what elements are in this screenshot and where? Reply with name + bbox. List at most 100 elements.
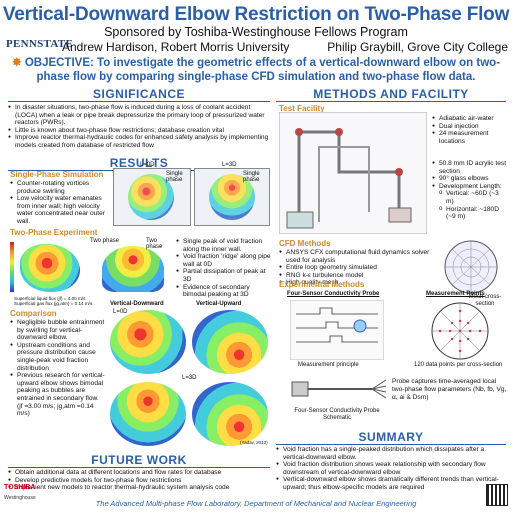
cfd-list: ANSYS CFX computational fluid dynamics s… (279, 249, 439, 287)
plot-tag: Two phase (90, 238, 120, 244)
footer-text: The Advanced Multi-phase Flow Laboratory… (95, 499, 417, 508)
elbow-marker (335, 128, 343, 136)
probe-title: Four-Sensor Conductivity Probe (287, 291, 380, 297)
list-item: Develop predictive models for two-phase … (8, 477, 270, 485)
two-phase-list: Single peak of void fraction along the i… (176, 238, 272, 299)
pennstate-logo-text: PENNSTATE (6, 38, 74, 50)
label-l3: L=3D (182, 375, 197, 381)
list-item: Previous research for vertical-upward el… (10, 372, 106, 418)
pipe-list: 50.8 mm ID acrylic test section 90° glas… (432, 160, 508, 221)
future-work-section: FUTURE WORK Obtain additional data at di… (8, 453, 270, 492)
list-item: In disaster situations, two-phase flow i… (8, 104, 270, 127)
poster-title: Vertical-Downward Elbow Restriction on T… (2, 4, 510, 25)
plot-tag: Two phase (146, 238, 163, 250)
label-vertical-upward: Vertical-Upward (196, 301, 242, 307)
velocity-contour (209, 174, 255, 220)
elbow-marker (295, 128, 303, 136)
probe-holder (291, 381, 309, 397)
void-contour-up-l0 (192, 310, 268, 374)
list-item: Dual injection (432, 123, 508, 131)
results-heading: RESULTS (109, 156, 169, 170)
facility-list: Adiabatic air-water Dual injection 24 me… (432, 115, 508, 145)
probe-schematic (291, 379, 387, 399)
significance-section: SIGNIFICANCE In disaster situations, two… (8, 87, 270, 150)
list-item: Obtain additional data at different loca… (8, 469, 270, 477)
westinghouse-logo: Westinghouse (4, 495, 36, 501)
list-item: Void fraction 'ridge' along pipe wall at… (176, 253, 272, 268)
experimental-methods-title: Experimental Methods (279, 280, 365, 289)
velocity-contour (128, 174, 174, 220)
label-l3: L=3D (222, 162, 237, 168)
diagram-frame (290, 300, 384, 360)
poster-subtitle: Sponsored by Toshiba-Westinghouse Fellow… (104, 25, 408, 39)
summary-section: SUMMARY Void fraction has a single-peake… (276, 430, 506, 492)
note: Superficial gas flux (jg,atm) = 0.14 m/s (14, 301, 93, 306)
single-phase-list: Counter-rotating vortices produce swirli… (10, 180, 110, 226)
list-item: Partial dissipation of peak at 3D (176, 268, 272, 283)
list-item: Development Length: (432, 183, 508, 191)
single-phase-plot-l0: Single phase (113, 168, 191, 226)
single-phase-plot-l3: Single phase (194, 168, 270, 226)
bubble (353, 319, 367, 333)
divider (276, 101, 506, 102)
comparison-title: Comparison (10, 309, 57, 318)
list-item: Void fraction has a single-peaked distri… (276, 446, 506, 461)
list-item: 50.8 mm ID acrylic test section (432, 160, 508, 175)
author-right: Philip Graybill, Grove City College (327, 40, 508, 54)
list-item: RNG k-ε turbulence model (279, 272, 439, 280)
single-phase-title: Single-Phase Simulation (10, 170, 104, 179)
divider (8, 101, 270, 102)
mesh-image (444, 240, 498, 294)
void-contour-down-l0 (110, 310, 186, 374)
list-item: Void fraction distribution shows weak re… (276, 461, 506, 476)
star-icon: ✸ (11, 57, 22, 69)
list-item: Implement new models to reactor thermal-… (8, 484, 270, 492)
test-facility-title: Test Facility (279, 104, 325, 113)
mesh-lines (445, 241, 497, 293)
list-item: Horizontal: ~180D (~9 m) (432, 206, 508, 221)
colorbar (10, 242, 14, 292)
probe-tip (371, 388, 387, 393)
citation: (Yadav, 2013) (240, 440, 268, 445)
measurement-principle-diagram (290, 300, 384, 360)
list-item: High quality mesh (279, 279, 439, 287)
test-facility-diagram (279, 112, 427, 234)
void-fraction-surface-l0 (20, 244, 80, 292)
summary-list: Void fraction has a single-peaked distri… (276, 446, 506, 492)
list-item: Counter-rotating vortices produce swirli… (10, 180, 110, 195)
note: Superficial liquid flux (jf) = 4.00 m/s (14, 296, 86, 301)
two-phase-plots: Two phase Two phase (10, 238, 172, 300)
label-l0: L=0D (140, 162, 155, 168)
void-contour-down-l3 (110, 382, 186, 446)
list-item: 90° glass elbows (432, 175, 508, 183)
pennstate-logo: PENNSTATE (6, 38, 73, 50)
probe-note: Probe captures time-averaged local two-p… (392, 378, 507, 401)
elbow-marker (395, 168, 403, 176)
mesh-caption: Mesh cross-section (468, 294, 502, 307)
label-vertical-downward: Vertical-Downward (110, 301, 164, 307)
objective-text: To investigate the geometric effects of … (36, 57, 501, 83)
comparison-list: Negligible bubble entrainment by swirlin… (10, 319, 106, 418)
list-item: Improve reactor thermal-hydraulic codes … (8, 134, 270, 149)
future-work-list: Obtain additional data at different loca… (8, 469, 270, 492)
objective: ✸ OBJECTIVE: To investigate the geometri… (8, 56, 504, 84)
pump (388, 207, 412, 223)
list-item: Vertical-downward elbow shows dramatical… (276, 476, 506, 491)
probe-tip (371, 388, 387, 399)
qr-code-icon (486, 484, 508, 506)
list-item: Vertical: ~60D (~3 m) (432, 190, 508, 205)
return-piping (318, 146, 370, 222)
methods-heading-wrap: METHODS AND FACILITY (276, 87, 506, 102)
list-item: Little is known about two-phase flow res… (8, 127, 270, 135)
authors-row: Andrew Hardison, Robert Morris Universit… (62, 40, 508, 54)
toshiba-logo: TOSHIBA (4, 484, 36, 491)
probe-schematic-caption: Four-Sensor Conductivity Probe Schematic (294, 408, 380, 421)
plot-tag: Single phase (243, 171, 260, 183)
list-item: Single peak of void fraction along the i… (176, 238, 272, 253)
methods-heading: METHODS AND FACILITY (313, 87, 469, 101)
loop-piping (297, 130, 401, 222)
points-title: Measurement Points (426, 291, 485, 297)
tank (286, 211, 314, 229)
measurement-dots (438, 309, 482, 353)
future-work-heading: FUTURE WORK (91, 453, 187, 467)
